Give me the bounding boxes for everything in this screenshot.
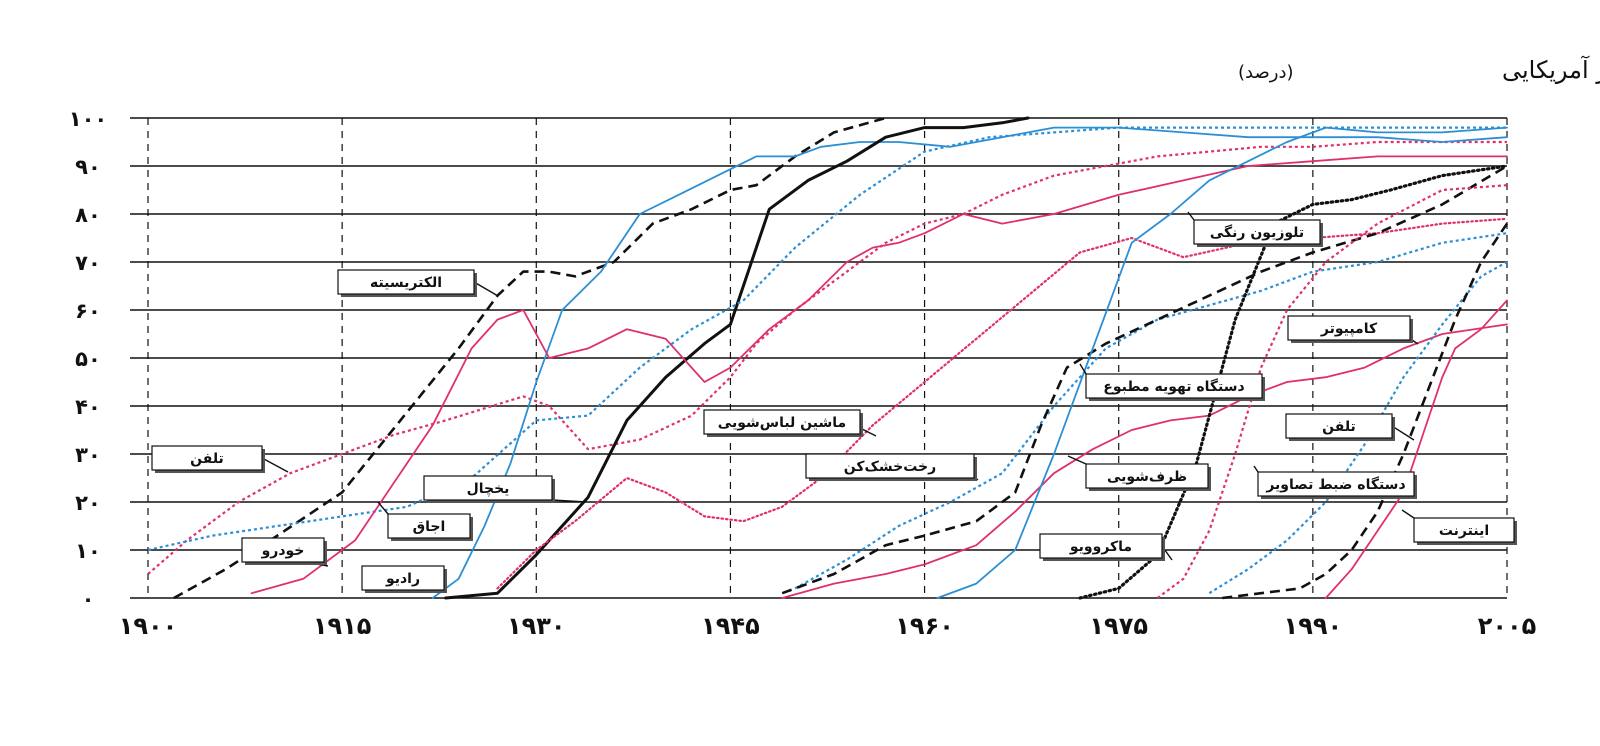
x-tick-label: ۲۰۰۵	[1478, 612, 1537, 640]
callout-label: رخت‌خشک‌کن	[805, 453, 979, 481]
callout-label: تلوزیون رنگی	[1187, 211, 1323, 247]
y-tick-label: ۰	[82, 587, 95, 611]
series-line-2	[431, 126, 1508, 599]
callout-label: کامپیوتر	[1287, 315, 1419, 345]
callout-label: ماکروویو	[1039, 533, 1173, 561]
callout-box	[151, 445, 263, 471]
callout-label: اجاق	[377, 501, 473, 541]
callout-label: الکتریسیته	[337, 269, 499, 297]
callout-text: ظرف‌شویی	[1107, 469, 1187, 485]
callout-label: یخچال	[423, 475, 587, 503]
callout-box	[1193, 219, 1321, 245]
y-tick-label: ۴۰	[75, 395, 101, 419]
callout-box	[1257, 471, 1415, 497]
callout-leader	[551, 499, 587, 503]
callout-label: تلفن	[1285, 413, 1415, 441]
series-line-15	[1324, 299, 1508, 599]
callout-box	[361, 565, 445, 591]
callout-label: دستگاه ضبط تصاویر	[1253, 465, 1417, 499]
callout-box	[1287, 315, 1411, 341]
callout-leader	[1401, 509, 1415, 519]
axes: ۰ ۱۰ ۲۰ ۳۰ ۴۰ ۵۰ ۶۰ ۷۰ ۸۰ ۹۰ ۱۰۰ ۱۹۰۰ ۱۹۱۵ ۱۹۳۰ ۱۹۴۵ ۱۹…	[69, 107, 1537, 640]
callout-leader	[1079, 363, 1087, 375]
callout-text: خودرو	[261, 543, 305, 559]
callout-text: یخچال	[467, 481, 510, 497]
callout-box	[337, 269, 475, 295]
callout-text: ماکروویو	[1069, 539, 1132, 555]
callout-text: کامپیوتر	[1320, 321, 1378, 337]
x-tick-label: ۱۹۰۰	[119, 612, 178, 640]
y-tick-label: ۷۰	[75, 251, 101, 275]
x-tick-label: ۱۹۶۰	[895, 612, 954, 640]
callout-text: الکتریسیته	[370, 275, 442, 291]
callout-label: تلفن	[151, 445, 289, 473]
callout-label: اینترنت	[1401, 509, 1517, 545]
y-tick-label: ۲۰	[75, 491, 101, 515]
callout-label: دستگاه تهویه مطبوع	[1079, 363, 1265, 401]
grid	[130, 117, 1508, 599]
series-line-5	[147, 126, 1507, 552]
callout-leader	[1391, 425, 1415, 441]
x-tick-label: ۱۹۱۵	[313, 612, 372, 640]
callout-text: اینترنت	[1439, 523, 1489, 539]
callout-label: ماشین لباس‌شویی	[703, 409, 877, 437]
series-line-8	[781, 323, 1508, 599]
callout-text: رخت‌خشک‌کن	[844, 459, 936, 475]
callout-leader	[261, 457, 289, 473]
callout-box	[387, 513, 471, 539]
series-line-3	[444, 116, 1030, 600]
callout-box	[1039, 533, 1163, 559]
x-tick-label: ۱۹۴۵	[701, 612, 760, 640]
series-line-10	[936, 126, 1508, 599]
series-line-9	[781, 164, 1508, 595]
callout-box	[703, 409, 861, 435]
y-tick-label: ۶۰	[75, 299, 101, 323]
callout-box	[423, 475, 553, 501]
y-tick-label: ۸۰	[75, 203, 101, 227]
callout-leader	[1187, 211, 1195, 221]
series-line-12	[1156, 184, 1508, 599]
x-tick-label: ۱۹۹۰	[1284, 612, 1343, 640]
chart-title: مصرفِ خانوار آمریکایی	[1502, 55, 1600, 84]
callout-text: تلوزیون رنگی	[1210, 224, 1304, 241]
callout-text: رادیو	[385, 571, 420, 587]
y-tick-label: ۳۰	[75, 443, 101, 467]
callout-text: دستگاه ضبط تصاویر	[1265, 476, 1405, 493]
series-line-13	[1208, 261, 1508, 595]
callout-text: اجاق	[413, 519, 446, 535]
callout-label: رادیو	[361, 565, 447, 593]
callout-box	[1085, 373, 1263, 399]
callout-text: تلفن	[1322, 419, 1356, 435]
callout-text: دستگاه تهویه مطبوع	[1103, 378, 1244, 395]
chart-unit: (درصد)	[1238, 62, 1294, 83]
y-tick-label: ۹۰	[75, 155, 101, 179]
callout-box	[805, 453, 975, 479]
callout-label: خودرو	[241, 537, 329, 567]
series-line-1	[173, 116, 887, 600]
callout-leader	[377, 501, 389, 515]
callout-leader	[1253, 465, 1259, 473]
series-line-6	[250, 155, 1508, 595]
callout-leader	[1067, 455, 1087, 465]
callout-box	[1413, 517, 1515, 543]
y-tick-label: ۵۰	[75, 347, 101, 371]
callout-text: تلفن	[190, 451, 224, 467]
series-line-14	[1222, 222, 1509, 600]
callout-leader	[473, 281, 499, 297]
callout-label: ظرف‌شویی	[1067, 455, 1211, 491]
series-line-4	[496, 217, 1509, 590]
x-tick-label: ۱۹۷۵	[1089, 612, 1148, 640]
callouts: الکتریسیته تلفن خودرو رادیو اجاق یخچال ماشین ل…	[151, 211, 1517, 593]
callout-box	[1285, 413, 1393, 439]
y-tick-label: ۱۰۰	[69, 107, 107, 131]
x-tick-label: ۱۹۳۰	[507, 612, 566, 640]
y-tick-label: ۱۰	[75, 539, 101, 563]
series-line-11	[1078, 164, 1509, 600]
callout-box	[241, 537, 325, 563]
callout-box	[1085, 463, 1209, 489]
callout-text: ماشین لباس‌شویی	[718, 415, 846, 431]
